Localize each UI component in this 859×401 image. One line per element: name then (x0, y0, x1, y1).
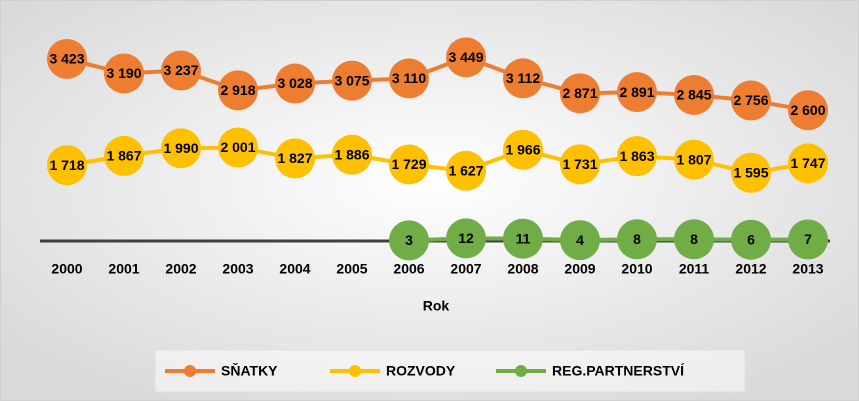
data-label: 2 001 (220, 139, 255, 155)
data-marker (788, 219, 828, 260)
data-marker (389, 144, 429, 185)
data-marker (617, 219, 657, 260)
data-marker (731, 219, 771, 260)
data-marker (503, 58, 543, 99)
data-marker (617, 72, 657, 113)
data-label: 1 627 (448, 163, 483, 179)
data-marker (161, 128, 201, 169)
x-tick-label: 2000 (51, 261, 82, 277)
x-tick-label: 2001 (108, 261, 139, 277)
x-tick-label: 2004 (279, 261, 310, 277)
data-marker (731, 80, 771, 121)
legend-marker (184, 365, 196, 377)
data-marker (617, 136, 657, 177)
data-marker (674, 219, 714, 260)
data-label: 4 (576, 232, 584, 248)
data-marker (104, 53, 144, 94)
data-marker (731, 152, 771, 193)
data-marker (161, 50, 201, 91)
x-tick-label: 2012 (735, 261, 766, 277)
data-marker (389, 220, 429, 261)
data-marker (47, 145, 87, 186)
data-marker (560, 73, 600, 114)
data-label: 1 867 (106, 148, 141, 164)
data-marker (788, 90, 828, 131)
data-label: 2 845 (676, 87, 711, 103)
data-label: 3 449 (448, 49, 483, 65)
legend-label: SŇATKY (221, 362, 278, 379)
data-marker (332, 134, 372, 175)
data-marker (560, 220, 600, 261)
data-label: 1 807 (676, 151, 711, 167)
data-marker (446, 150, 486, 191)
data-label: 1 990 (163, 140, 198, 156)
data-marker (674, 139, 714, 180)
data-marker (275, 63, 315, 104)
data-label: 1 827 (277, 150, 312, 166)
data-label: 3 237 (163, 62, 198, 78)
x-tick-label: 2009 (564, 261, 595, 277)
x-tick-label: 2002 (165, 261, 196, 277)
data-label: 2 871 (562, 85, 597, 101)
data-label: 3 028 (277, 75, 312, 91)
data-label: 3 112 (506, 70, 540, 86)
data-label: 2 891 (619, 84, 654, 100)
data-label: 3 190 (106, 65, 141, 81)
data-label: 1 966 (505, 141, 540, 157)
x-axis-title: Rok (423, 298, 450, 314)
data-label: 3 075 (334, 72, 369, 88)
data-label: 3 (405, 232, 413, 248)
x-tick-label: 2005 (336, 261, 367, 277)
legend-label: REG.PARTNERSTVÍ (552, 363, 685, 379)
data-label: 1 729 (391, 156, 426, 172)
data-marker (503, 129, 543, 170)
data-label: 1 718 (49, 157, 84, 173)
legend-marker (515, 365, 527, 377)
data-label: 1 731 (562, 156, 597, 172)
x-tick-label: 2011 (679, 261, 710, 277)
data-label: 1 595 (733, 165, 768, 181)
data-marker (788, 143, 828, 184)
x-tick-label: 2008 (507, 261, 538, 277)
x-tick-label: 2010 (621, 261, 652, 277)
data-label: 1 747 (790, 155, 825, 171)
x-tick-label: 2007 (450, 261, 481, 277)
data-label: 1 886 (334, 146, 369, 162)
data-label: 1 863 (619, 148, 654, 164)
data-label: 11 (516, 230, 531, 246)
data-marker (503, 218, 543, 259)
data-label: 3 110 (392, 70, 426, 86)
data-marker (218, 127, 258, 168)
data-label: 6 (747, 231, 755, 247)
data-label: 8 (633, 231, 641, 247)
legend-marker (349, 365, 361, 377)
data-marker (332, 60, 372, 101)
x-tick-label: 2006 (393, 261, 424, 277)
data-marker (674, 74, 714, 115)
data-label: 2 600 (790, 102, 825, 118)
data-label: 7 (804, 231, 812, 247)
data-marker (104, 135, 144, 176)
data-marker (218, 70, 258, 111)
data-marker (446, 218, 486, 259)
x-tick-label: 2013 (792, 261, 823, 277)
data-label: 2 756 (733, 92, 768, 108)
legend-box (154, 349, 746, 393)
data-label: 12 (458, 230, 474, 246)
data-marker (446, 37, 486, 78)
data-marker (389, 58, 429, 99)
x-tick-label: 2003 (222, 261, 253, 277)
data-label: 2 918 (220, 82, 255, 98)
data-marker (560, 144, 600, 185)
legend-label: ROZVODY (386, 363, 456, 379)
data-marker (47, 38, 87, 79)
data-label: 3 423 (49, 51, 84, 67)
data-label: 8 (690, 231, 698, 247)
data-marker (275, 138, 315, 179)
